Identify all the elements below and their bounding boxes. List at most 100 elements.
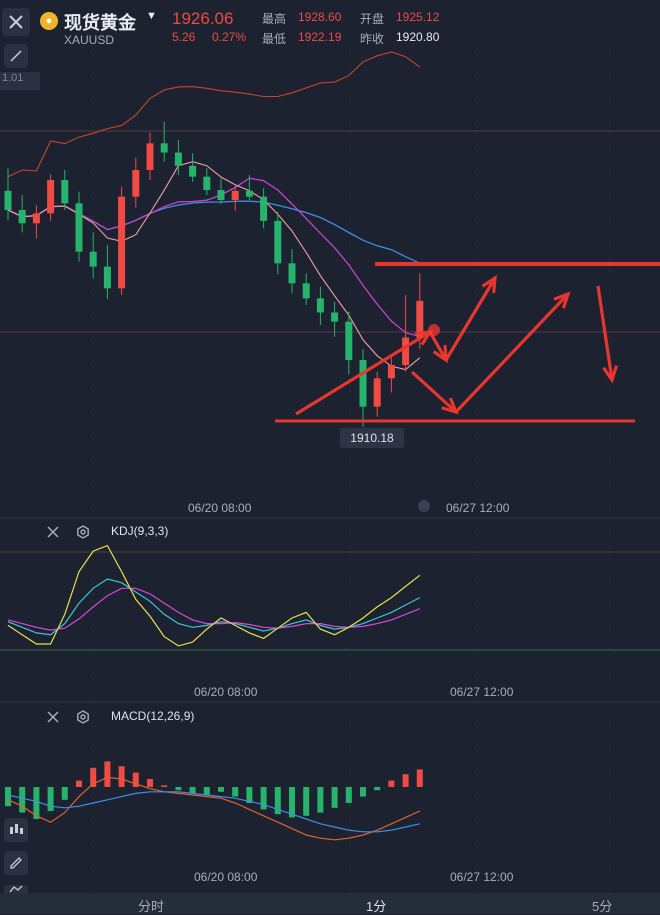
candle-body [373,378,381,407]
chart-type-button[interactable] [4,885,28,893]
macd-histogram-bar [274,787,281,815]
macd-histogram-bar [5,787,11,807]
macd-histogram-bar [33,787,40,819]
macd-histogram-bar [19,787,26,813]
candle-body [260,196,268,221]
close-icon [47,711,59,723]
prev-close-value: 1920.80 [396,30,440,44]
open-label: 开盘 [360,12,385,26]
macd-histogram-bar [388,780,395,787]
pencil-icon [10,857,22,869]
forecast-arrow [596,285,614,381]
candle-body [32,213,40,224]
arrow-head [481,274,497,294]
forecast-arrow [410,370,458,414]
candle-body [189,165,197,177]
chevron-down-icon[interactable]: ▼ [146,10,157,22]
candle-body [103,266,111,289]
macd-histogram-bar [246,787,253,803]
kdj-x-tick: 06/20 08:00 [194,685,258,699]
close-icon [9,15,23,29]
candle-body [89,251,97,267]
last-price: 1926.06 [172,9,234,28]
candle-body [416,300,424,338]
current-price-marker [428,324,440,336]
low-label: 最低 [262,32,287,46]
settings-button[interactable] [75,524,91,540]
macd-histogram-bar [203,787,210,795]
prev-close-label: 昨收 [360,32,385,46]
chart-area[interactable] [0,0,660,893]
crosshair-dot-icon[interactable] [418,500,430,512]
candle-body [118,196,126,289]
arrow-head [602,365,618,384]
candle-body [274,220,282,264]
candle-body [75,203,83,252]
settings-button[interactable] [75,709,91,725]
tab-timeshare[interactable]: 分时 [138,899,165,914]
macd-title: MACD(12,26,9) [111,709,195,723]
close-button[interactable] [2,8,30,36]
macd-histogram-bar [289,787,295,818]
macd-histogram-bar [303,787,310,816]
trend-line-icon [9,885,23,893]
macd-x-tick: 06/27 12:00 [450,870,514,884]
draw-tool-button[interactable] [4,44,28,68]
forecast-arrow [454,292,570,414]
macd-x-tick: 06/20 08:00 [194,870,258,884]
candle-body [4,190,12,210]
tab-1min[interactable]: 1分 [366,899,387,914]
macd-histogram-bar [118,766,125,787]
candle-body [331,312,339,322]
macd-dif-line [7,776,421,841]
arrow-head [553,291,571,309]
macd-histogram-bar [331,787,338,808]
macd-histogram-bar [90,767,97,787]
candle-body [174,152,182,166]
macd-histogram-bar [374,787,381,791]
macd-histogram-bar [104,761,111,787]
indicator-tool-button[interactable] [4,818,28,842]
macd-histogram-bar [360,787,366,797]
macd-histogram-bar [402,774,409,787]
kdj-x-tick: 06/27 12:00 [450,685,514,699]
candle-body [160,143,168,153]
macd-histogram-bar [232,787,239,797]
close-panel-button[interactable] [45,709,61,725]
tab-5min[interactable]: 5分 [592,899,613,914]
candle-body [316,298,324,313]
header-bar: ● 现货黄金 ▼ XAUUSD 1926.06 5.26 0.27% 最高 19… [0,0,660,48]
macd-histogram-bar [317,787,324,813]
macd-dea-line [7,791,420,833]
candles-icon [10,824,23,834]
kdj-j-line [7,544,421,647]
candle-body [132,170,140,197]
ma-fast-line [7,161,421,371]
candle-body [203,176,211,190]
candle-body [245,190,253,197]
macd-histogram-bar [61,787,68,800]
macd-histogram-bar [345,787,352,803]
macd-histogram-bar [76,780,82,787]
candle-body [387,365,395,379]
macd-histogram-bar [47,787,54,811]
draw-pen-button[interactable] [4,851,28,875]
forecast-arrow [295,330,431,416]
kdj-title: KDJ(9,3,3) [111,524,169,538]
candle-body [18,210,26,224]
close-panel-button[interactable] [45,524,61,540]
candle-body [345,321,353,360]
macd-histogram-bar [161,785,168,787]
instrument-symbol: XAUUSD [64,33,115,47]
price-change: 5.26 [172,30,196,44]
macd-histogram-bar [416,769,423,787]
price-axis-corner: 1.01 [0,72,40,90]
ma-slow-line [7,200,421,264]
macd-histogram-bar [260,787,267,810]
macd-histogram-bar [189,787,196,794]
boll-upper-line [7,51,421,178]
macd-histogram-bar [175,787,182,791]
settings-icon [77,525,89,539]
instrument-name[interactable]: 现货黄金 [64,13,136,33]
macd-histogram-bar [147,779,153,787]
